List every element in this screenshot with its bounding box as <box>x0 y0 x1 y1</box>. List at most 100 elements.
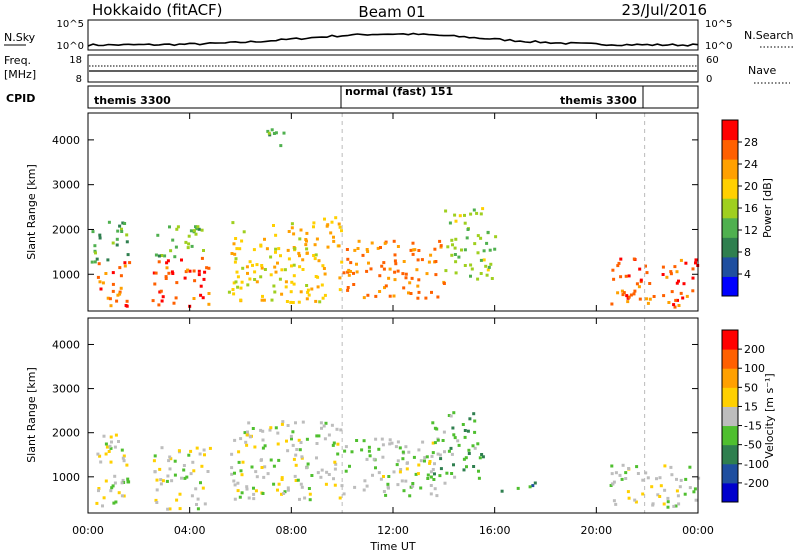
colorbar-swatch <box>722 425 738 446</box>
range-gate-cell <box>694 498 698 502</box>
range-gate-cell <box>387 475 391 478</box>
cpid-panel-frame <box>87 85 699 109</box>
range-gate-cell <box>401 272 405 276</box>
range-gate-cell <box>436 452 440 456</box>
range-gate-cell <box>365 269 369 273</box>
time-axis-label: Time UT <box>369 540 415 553</box>
range-gate-cell <box>338 225 342 229</box>
range-gate-cell <box>467 448 471 452</box>
range-gate-cell <box>201 486 205 490</box>
range-gate-cell <box>190 494 194 498</box>
range-gate-cell <box>202 277 206 281</box>
range-gate-cell <box>155 488 159 492</box>
range-gate-cell <box>283 490 287 494</box>
range-gate-cell <box>322 424 326 428</box>
range-gate-cell <box>234 237 238 240</box>
range-gate-cell <box>433 247 437 251</box>
ytick-label: 2000 <box>52 223 80 236</box>
range-gate-cell <box>117 440 120 443</box>
colorbar-swatch <box>722 482 738 503</box>
range-gate-cell <box>486 230 490 234</box>
range-gate-cell <box>113 481 117 485</box>
range-gate-cell <box>352 283 356 286</box>
xtick-label: 08:00 <box>275 524 307 537</box>
range-gate-cell <box>392 294 396 298</box>
range-gate-cell <box>285 300 289 303</box>
range-gate-cell <box>116 229 120 233</box>
range-gate-cell <box>637 285 641 289</box>
range-gate-cell <box>378 274 382 278</box>
range-gate-cell <box>315 442 319 445</box>
range-gate-cell <box>259 275 263 279</box>
range-gate-cell <box>461 423 465 426</box>
range-gate-cell <box>627 295 631 299</box>
range-gate-cell <box>638 297 642 301</box>
range-gate-cell <box>171 238 175 242</box>
range-gate-cell <box>616 291 620 295</box>
range-gate-cell <box>679 291 683 295</box>
range-gate-cell <box>388 294 392 298</box>
range-gate-cell <box>446 245 450 249</box>
range-gate-cell <box>321 296 325 300</box>
range-gate-cell <box>390 441 394 445</box>
range-gate-cell <box>371 473 374 477</box>
range-gate-cell <box>332 235 335 239</box>
range-gate-cell <box>452 433 456 437</box>
range-gate-cell <box>191 460 195 464</box>
range-gate-cell <box>325 470 329 474</box>
range-gate-cell <box>416 258 420 262</box>
range-gate-cell <box>438 453 442 457</box>
range-gate-cell <box>400 479 404 483</box>
range-gate-cell <box>98 233 102 237</box>
range-gate-cell <box>274 250 277 254</box>
range-gate-cell <box>278 277 282 281</box>
range-gate-cell <box>189 472 193 476</box>
range-gate-cell <box>208 446 212 450</box>
range-gate-cell <box>697 476 701 480</box>
freq-label-1: Freq. <box>4 54 31 67</box>
range-gate-cell <box>417 290 421 294</box>
range-gate-cell <box>305 239 308 243</box>
colorbar-swatch <box>722 217 738 238</box>
range-gate-cell <box>154 271 158 275</box>
range-gate-cell <box>197 227 201 231</box>
range-gate-cell <box>388 267 392 271</box>
range-gate-cell <box>176 225 180 229</box>
range-gate-cell <box>666 500 670 504</box>
colorbar-tick-label: 50 <box>744 381 758 394</box>
range-gate-cell <box>104 452 108 456</box>
range-gate-cell <box>636 472 640 475</box>
range-gate-cell <box>304 243 308 247</box>
range-gate-cell <box>327 473 331 476</box>
range-gate-cell <box>348 464 351 468</box>
range-gate-cell <box>477 469 480 473</box>
range-gate-cell <box>369 267 373 271</box>
range-gate-cell <box>183 276 187 280</box>
range-gate-cell <box>259 428 263 432</box>
range-gate-cell <box>314 299 318 303</box>
range-gate-cell <box>376 246 380 250</box>
range-gate-cell <box>408 281 412 285</box>
range-gate-cell <box>253 445 257 449</box>
range-gate-cell <box>531 484 535 488</box>
range-gate-cell <box>293 247 297 251</box>
range-gate-cell <box>402 286 406 290</box>
range-gate-cell <box>240 280 244 284</box>
range-gate-cell <box>402 260 406 263</box>
range-gate-cell <box>410 276 414 280</box>
range-gate-cell <box>242 230 246 234</box>
range-gate-cell <box>195 227 199 231</box>
range-gate-cell <box>386 482 390 486</box>
range-gate-cell <box>411 241 415 245</box>
range-gate-cell <box>398 470 402 474</box>
colorbar-tick-label: 28 <box>744 136 758 149</box>
range-gate-cell <box>661 273 665 276</box>
range-gate-cell <box>160 446 164 450</box>
range-gate-cell <box>463 248 467 252</box>
range-gate-cell <box>168 467 172 471</box>
range-gate-cell <box>164 277 168 280</box>
range-gate-cell <box>235 247 239 251</box>
colorbar-swatch <box>722 139 738 160</box>
power-colorbar-label: Power [dB] <box>761 178 774 238</box>
range-gate-cell <box>417 249 421 252</box>
